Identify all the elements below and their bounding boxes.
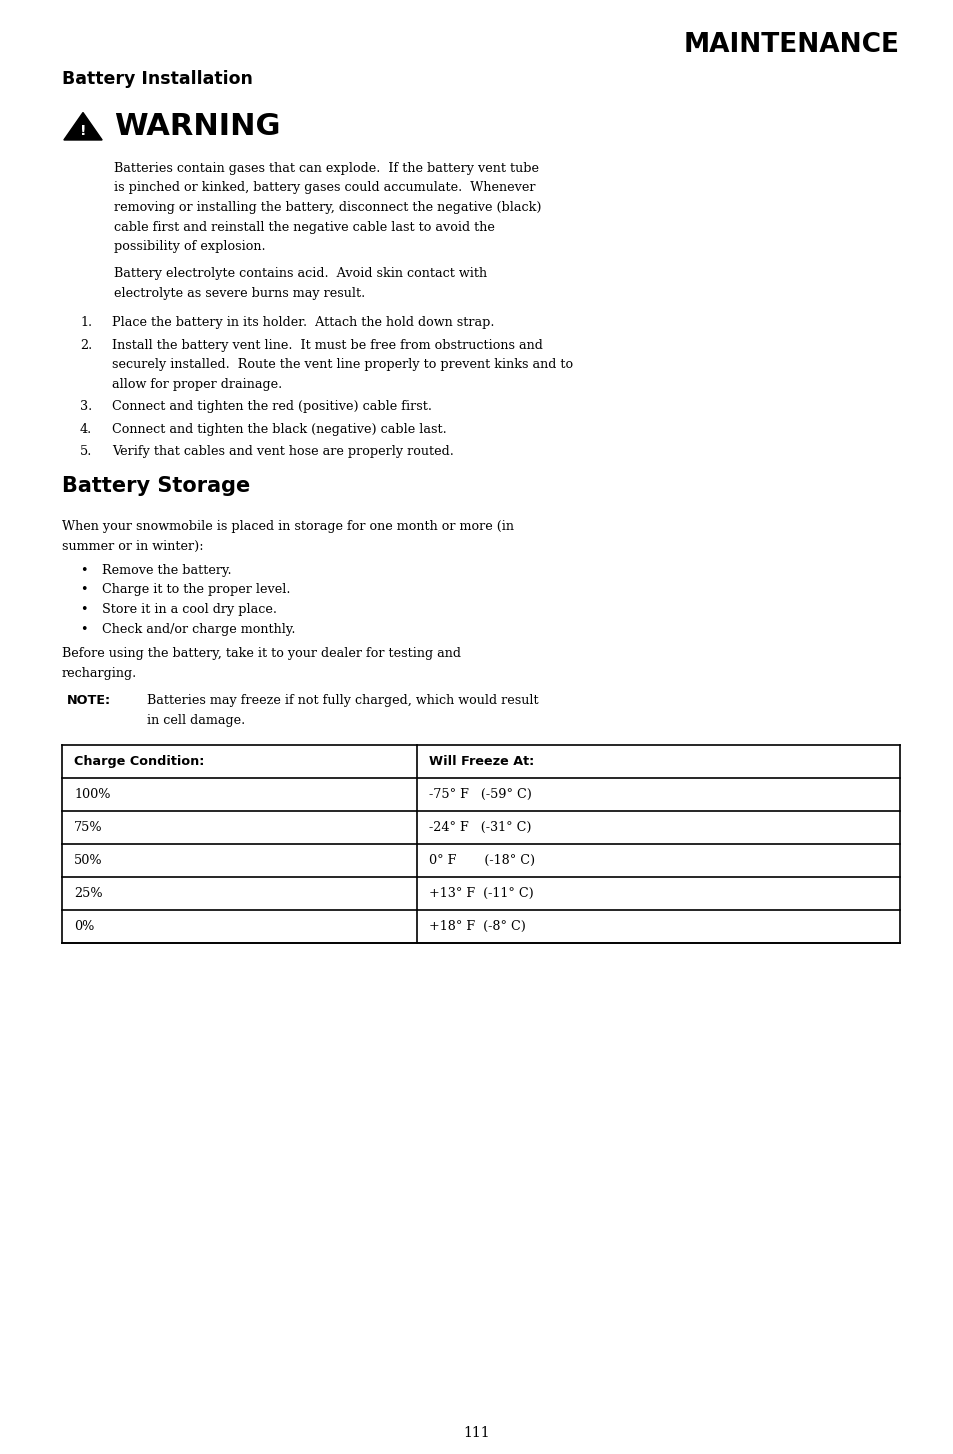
Text: Will Freeze At:: Will Freeze At: [429,755,534,768]
Text: Store it in a cool dry place.: Store it in a cool dry place. [102,603,276,616]
Text: 100%: 100% [74,788,111,801]
Text: Battery electrolyte contains acid.  Avoid skin contact with: Battery electrolyte contains acid. Avoid… [113,268,487,281]
Text: 4.: 4. [80,423,92,436]
Text: 50%: 50% [74,853,103,867]
Text: 111: 111 [463,1426,490,1439]
Text: 1.: 1. [80,317,92,330]
Text: 5.: 5. [80,445,92,458]
Polygon shape [64,112,102,140]
Text: WARNING: WARNING [113,112,280,141]
Text: 0° F       (-18° C): 0° F (-18° C) [429,853,535,867]
Text: recharging.: recharging. [62,666,137,679]
Text: is pinched or kinked, battery gases could accumulate.  Whenever: is pinched or kinked, battery gases coul… [113,182,535,195]
Text: NOTE:: NOTE: [67,694,111,707]
Text: Charge it to the proper level.: Charge it to the proper level. [102,583,291,596]
Text: Batteries may freeze if not fully charged, which would result: Batteries may freeze if not fully charge… [147,694,538,707]
Text: securely installed.  Route the vent line properly to prevent kinks and to: securely installed. Route the vent line … [112,359,573,372]
Text: Connect and tighten the black (negative) cable last.: Connect and tighten the black (negative)… [112,423,446,436]
Text: -75° F   (-59° C): -75° F (-59° C) [429,788,532,801]
Text: removing or installing the battery, disconnect the negative (black): removing or installing the battery, disc… [113,201,541,214]
Text: summer or in winter):: summer or in winter): [62,539,203,553]
Text: Batteries contain gases that can explode.  If the battery vent tube: Batteries contain gases that can explode… [113,161,538,174]
Text: •: • [80,564,88,577]
Text: Verify that cables and vent hose are properly routed.: Verify that cables and vent hose are pro… [112,445,454,458]
Text: •: • [80,622,88,635]
Text: Battery Storage: Battery Storage [62,475,250,496]
Text: 25%: 25% [74,887,103,900]
Text: in cell damage.: in cell damage. [147,714,245,727]
Text: •: • [80,583,88,596]
Text: 0%: 0% [74,920,94,933]
Text: Charge Condition:: Charge Condition: [74,755,204,768]
Text: 75%: 75% [74,822,103,835]
Text: -24° F   (-31° C): -24° F (-31° C) [429,822,531,835]
Text: 3.: 3. [80,400,92,413]
Text: Before using the battery, take it to your dealer for testing and: Before using the battery, take it to you… [62,647,460,660]
Text: +13° F  (-11° C): +13° F (-11° C) [429,887,533,900]
Text: Check and/or charge monthly.: Check and/or charge monthly. [102,622,295,635]
Text: +18° F  (-8° C): +18° F (-8° C) [429,920,525,933]
Text: allow for proper drainage.: allow for proper drainage. [112,378,282,391]
Text: MAINTENANCE: MAINTENANCE [683,32,899,58]
Text: Connect and tighten the red (positive) cable first.: Connect and tighten the red (positive) c… [112,400,432,413]
Text: Place the battery in its holder.  Attach the hold down strap.: Place the battery in its holder. Attach … [112,317,494,330]
Text: possibility of explosion.: possibility of explosion. [113,240,265,253]
Text: •: • [80,603,88,616]
Text: 2.: 2. [80,339,92,352]
Text: electrolyte as severe burns may result.: electrolyte as severe burns may result. [113,286,365,300]
Text: Install the battery vent line.  It must be free from obstructions and: Install the battery vent line. It must b… [112,339,542,352]
Text: Remove the battery.: Remove the battery. [102,564,232,577]
Text: Battery Installation: Battery Installation [62,70,253,89]
Text: cable first and reinstall the negative cable last to avoid the: cable first and reinstall the negative c… [113,221,495,234]
Text: !: ! [80,124,86,138]
Text: When your snowmobile is placed in storage for one month or more (in: When your snowmobile is placed in storag… [62,521,514,534]
